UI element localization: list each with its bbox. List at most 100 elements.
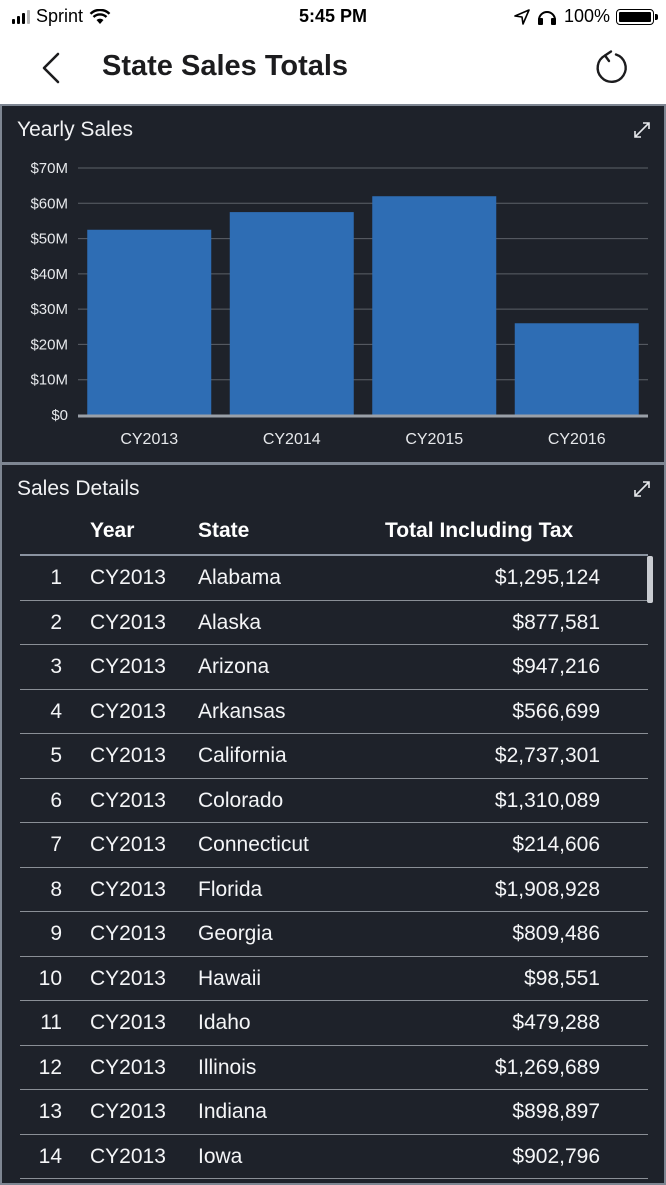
row-total: $947,216 bbox=[512, 655, 600, 678]
row-year: CY2013 bbox=[90, 1144, 166, 1168]
status-bar: Sprint 5:45 PM 100% bbox=[0, 0, 666, 34]
y-tick-label: $30M bbox=[30, 301, 68, 318]
table-row[interactable]: 8 CY2013 Florida $1,908,928 bbox=[20, 868, 648, 912]
row-year: CY2013 bbox=[90, 922, 166, 945]
bar-cy2016[interactable] bbox=[514, 323, 639, 415]
row-index: 7 bbox=[50, 833, 62, 856]
row-total: $902,796 bbox=[512, 1144, 600, 1168]
table-header: Year State Total Including Tax bbox=[2, 513, 664, 553]
yearly-sales-panel: $0 $10M $20M $30M $40M $50M $60M $70M CY2013 CY20… bbox=[2, 106, 664, 462]
table-row[interactable]: 11 CY2013 Idaho $479,288 bbox=[20, 1001, 648, 1046]
row-index: 12 bbox=[38, 1055, 62, 1079]
row-state: Arizona bbox=[198, 655, 270, 678]
back-button[interactable] bbox=[34, 48, 70, 88]
row-total: $877,581 bbox=[512, 610, 600, 634]
table-row[interactable]: 12 CY2013 Illinois $1,269,689 bbox=[20, 1046, 648, 1090]
row-state: Connecticut bbox=[198, 833, 309, 856]
row-index: 1 bbox=[50, 566, 62, 589]
row-index: 3 bbox=[50, 655, 62, 678]
table-row[interactable]: 14 CY2013 Iowa $902,796 bbox=[20, 1135, 648, 1179]
y-tick-label: $20M bbox=[30, 336, 68, 353]
row-state: Georgia bbox=[198, 922, 273, 945]
signal-strength-icon bbox=[12, 9, 30, 24]
row-index: 13 bbox=[38, 1100, 62, 1123]
expand-icon[interactable] bbox=[632, 120, 652, 140]
row-state: Hawaii bbox=[198, 966, 262, 990]
row-year: CY2013 bbox=[90, 1055, 166, 1079]
x-category-label: CY2014 bbox=[263, 431, 321, 448]
x-category-label: CY2015 bbox=[405, 431, 463, 448]
bar-cy2015[interactable] bbox=[372, 196, 497, 415]
table-row[interactable]: 10 CY2013 Hawaii $98,551 bbox=[20, 957, 648, 1001]
row-total: $809,486 bbox=[512, 922, 600, 945]
table-body: 1 CY2013 Alabama $1,295,124 2 CY2013 Alaska $87… bbox=[20, 554, 648, 1179]
row-year: CY2013 bbox=[90, 610, 166, 634]
table-row[interactable]: 1 CY2013 Alabama $1,295,124 bbox=[20, 556, 648, 601]
row-state: Indiana bbox=[198, 1100, 267, 1123]
row-index: 2 bbox=[50, 610, 62, 634]
row-year: CY2013 bbox=[90, 655, 166, 678]
refresh-button[interactable] bbox=[592, 48, 632, 88]
row-index: 8 bbox=[50, 877, 62, 901]
y-tick-label: $60M bbox=[30, 195, 68, 212]
location-arrow-icon bbox=[514, 8, 530, 25]
table-row[interactable]: 4 CY2013 Arkansas $566,699 bbox=[20, 690, 648, 734]
wifi-icon bbox=[89, 8, 111, 24]
status-left: Sprint bbox=[12, 6, 111, 27]
row-index: 14 bbox=[38, 1144, 62, 1168]
row-state: Iowa bbox=[198, 1144, 243, 1168]
table-scrollbar[interactable] bbox=[647, 556, 653, 603]
row-year: CY2013 bbox=[90, 788, 166, 812]
table-row[interactable]: 3 CY2013 Arizona $947,216 bbox=[20, 645, 648, 690]
row-state: Arkansas bbox=[198, 699, 286, 723]
row-index: 10 bbox=[38, 966, 62, 990]
table-row[interactable]: 7 CY2013 Connecticut $214,606 bbox=[20, 823, 648, 868]
page-title: State Sales Totals bbox=[102, 50, 349, 82]
carrier-name: Sprint bbox=[36, 6, 84, 26]
row-state: Florida bbox=[198, 877, 263, 901]
row-total: $1,908,928 bbox=[494, 877, 600, 901]
row-year: CY2013 bbox=[90, 566, 166, 589]
table-row[interactable]: 2 CY2013 Alaska $877,581 bbox=[20, 601, 648, 645]
column-header-total[interactable]: Total Including Tax bbox=[385, 519, 574, 542]
sales-details-panel: Sales Details Year State Total Including… bbox=[2, 465, 664, 1183]
battery-icon bbox=[616, 8, 658, 25]
battery-percentage: 100% bbox=[563, 6, 610, 26]
row-total: $566,699 bbox=[512, 699, 600, 723]
column-header-year[interactable]: Year bbox=[90, 519, 135, 542]
row-state: Illinois bbox=[198, 1055, 257, 1079]
y-tick-label: $50M bbox=[30, 231, 68, 248]
y-tick-label: $70M bbox=[30, 160, 68, 177]
row-year: CY2013 bbox=[90, 877, 166, 901]
table-row[interactable]: 5 CY2013 California $2,737,301 bbox=[20, 734, 648, 779]
row-total: $98,551 bbox=[524, 966, 600, 990]
table-row[interactable]: 9 CY2013 Georgia $809,486 bbox=[20, 912, 648, 957]
row-state: Alabama bbox=[198, 566, 281, 589]
row-state: Colorado bbox=[198, 788, 284, 812]
column-header-state[interactable]: State bbox=[198, 519, 250, 542]
row-total: $1,295,124 bbox=[494, 566, 600, 589]
row-year: CY2013 bbox=[90, 1100, 166, 1123]
y-tick-label: $0 bbox=[51, 407, 68, 424]
table-row[interactable]: 6 CY2013 Colorado $1,310,089 bbox=[20, 779, 648, 823]
row-index: 5 bbox=[50, 744, 62, 767]
headphones-icon bbox=[537, 10, 556, 25]
row-state: California bbox=[198, 744, 287, 767]
status-time: 5:45 PM bbox=[298, 6, 368, 26]
row-state: Alaska bbox=[198, 610, 262, 634]
x-category-label: CY2013 bbox=[120, 431, 178, 448]
row-index: 6 bbox=[50, 788, 62, 812]
row-total: $2,737,301 bbox=[494, 744, 600, 767]
navigation-bar: State Sales Totals bbox=[0, 34, 666, 105]
row-total: $898,897 bbox=[512, 1100, 600, 1123]
row-year: CY2013 bbox=[90, 833, 166, 856]
expand-icon[interactable] bbox=[632, 479, 652, 499]
table-row[interactable]: 13 CY2013 Indiana $898,897 bbox=[20, 1090, 648, 1135]
y-tick-label: $10M bbox=[30, 372, 68, 389]
x-category-label: CY2016 bbox=[548, 431, 606, 448]
bar-cy2014[interactable] bbox=[229, 212, 354, 415]
row-state: Idaho bbox=[198, 1011, 251, 1034]
bar-cy2013[interactable] bbox=[87, 229, 212, 415]
table-panel-title: Sales Details bbox=[17, 477, 140, 500]
row-index: 4 bbox=[50, 699, 62, 723]
